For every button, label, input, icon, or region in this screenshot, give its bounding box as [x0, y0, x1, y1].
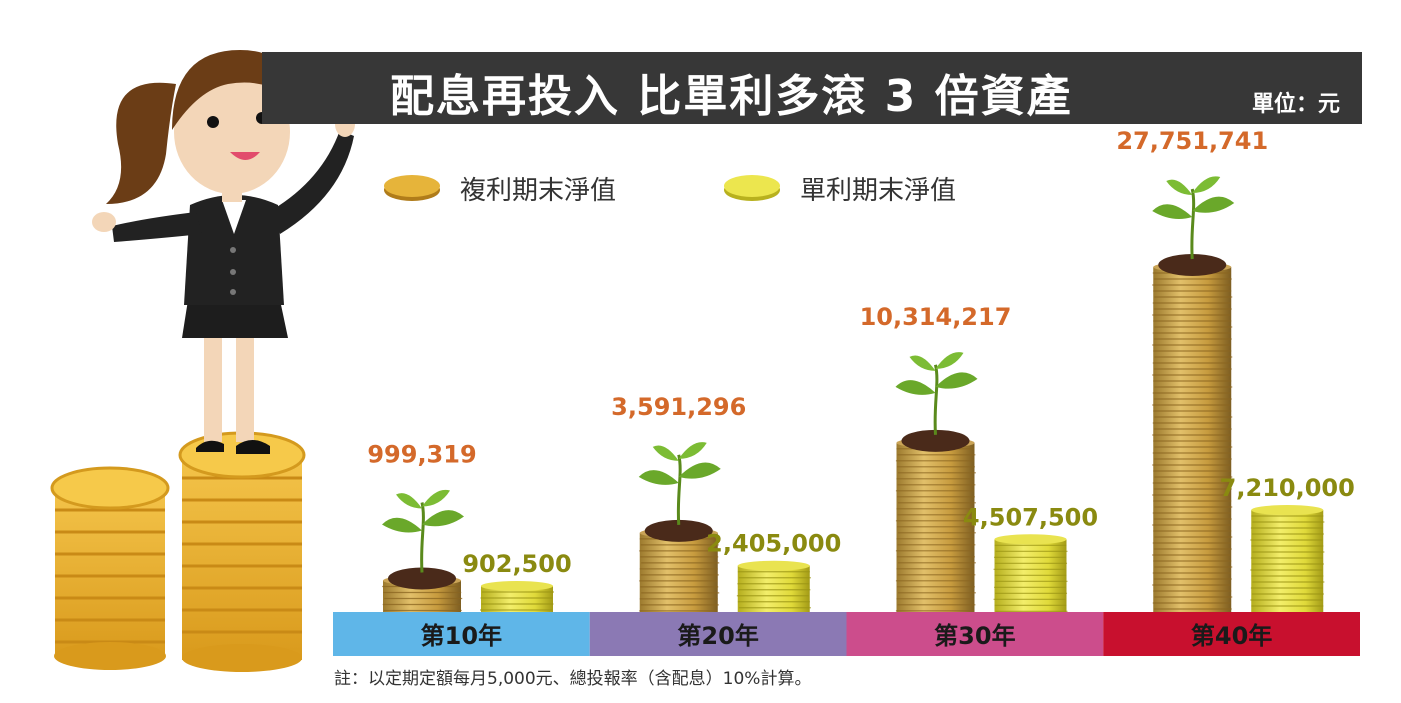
title-bar: 配息再投入 比單利多滾 3 倍資產 單位：元 [262, 52, 1362, 124]
category-band [1103, 612, 1360, 656]
gold-coin-icon [384, 175, 440, 201]
simple-value-label: 4,507,500 [963, 503, 1098, 531]
plant-icon [1152, 176, 1235, 276]
simple-coin-stack [480, 581, 554, 612]
legend-label-compound: 複利期末淨值 [460, 175, 617, 206]
simple-value-label: 7,210,000 [1220, 474, 1355, 502]
coin-stack-right [178, 431, 306, 672]
chart-title: 配息再投入 比單利多滾 3 倍資產 [390, 71, 1073, 122]
compound-coin-stack [1152, 262, 1233, 612]
footnote: 註：以定期定額每月5,000元、總投報率（含配息）10%計算。 [334, 669, 812, 689]
compound-value-label: 10,314,217 [860, 303, 1012, 331]
category-label: 第10年 [421, 622, 502, 650]
plant-icon [638, 442, 721, 542]
category-band [846, 612, 1104, 656]
simple-coin-stack [1250, 505, 1325, 612]
category-label: 第20年 [677, 622, 758, 650]
simple-coin-stack [736, 560, 811, 612]
category-band [589, 612, 847, 656]
businesswoman-illustration [92, 50, 355, 454]
compound-value-label: 3,591,296 [611, 393, 746, 421]
compound-coin-stack [895, 437, 976, 612]
legend-label-simple: 單利期末淨值 [800, 175, 957, 206]
compound-value-label: 999,319 [367, 440, 476, 468]
legend-item-compound: 複利期末淨值 [382, 168, 616, 208]
legend-item-simple: 單利期末淨值 [722, 168, 956, 208]
compound-value-label: 27,751,741 [1116, 127, 1268, 155]
category-label: 第30年 [934, 622, 1015, 650]
plant-icon [382, 489, 464, 590]
category-band [333, 612, 590, 656]
unit-label: 單位：元 [1251, 92, 1340, 117]
simple-coin-stack [993, 534, 1068, 612]
simple-value-label: 902,500 [462, 550, 571, 578]
plant-icon [895, 352, 978, 452]
coin-stack-left [50, 466, 170, 670]
simple-value-label: 2,405,000 [706, 530, 841, 558]
category-label: 第40年 [1191, 622, 1272, 650]
yellow-coin-icon [724, 175, 780, 201]
compound-coin-stack [639, 527, 720, 612]
